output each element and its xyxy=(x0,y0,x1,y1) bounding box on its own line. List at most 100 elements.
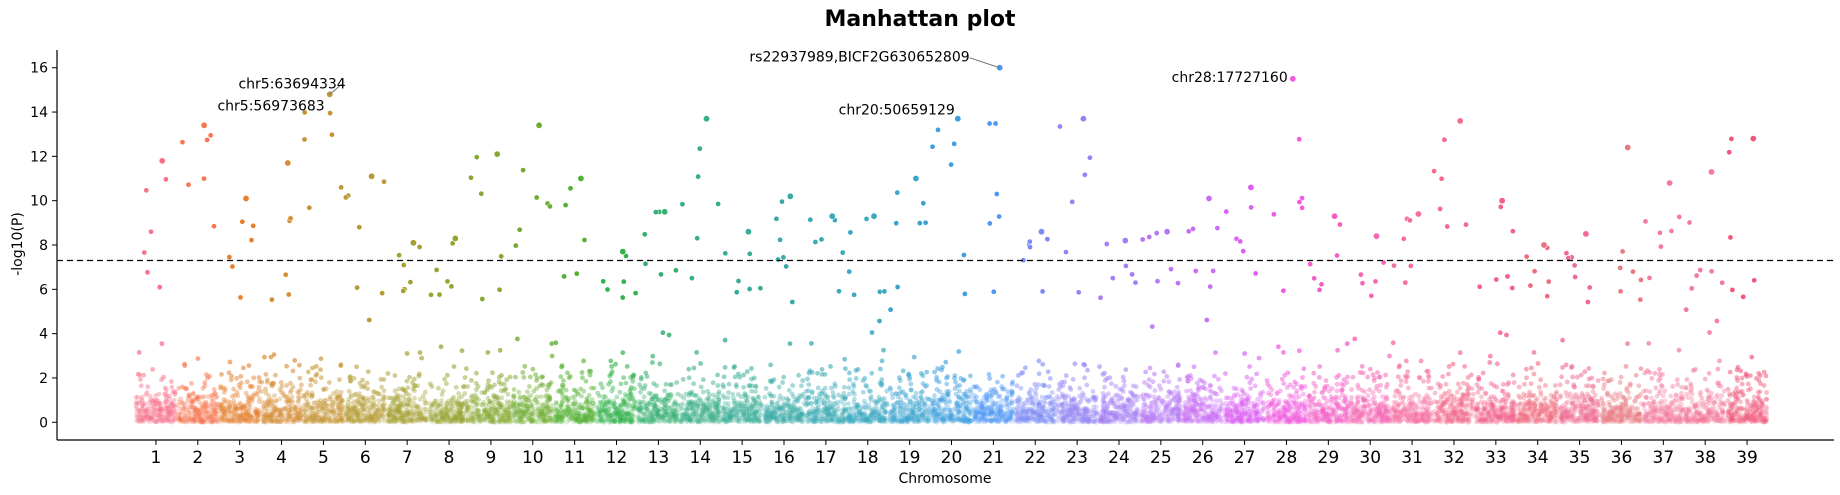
snp-point xyxy=(563,394,569,400)
snp-point xyxy=(364,380,370,386)
snp-point xyxy=(757,285,764,292)
snp-point xyxy=(248,418,253,424)
snp-point xyxy=(229,393,235,399)
snp-point xyxy=(732,374,738,380)
snp-point xyxy=(732,411,737,417)
snp-point xyxy=(155,402,161,407)
snp-point xyxy=(221,385,227,391)
snp-point xyxy=(657,361,663,367)
snp-point xyxy=(468,174,474,181)
snp-point xyxy=(144,406,150,412)
snp-point xyxy=(721,374,727,380)
snp-point xyxy=(813,399,819,405)
snp-point xyxy=(145,413,151,419)
snp-point xyxy=(197,411,203,417)
snp-point xyxy=(354,364,359,370)
snp-point xyxy=(318,375,324,381)
snp-point xyxy=(133,403,139,409)
snp-point xyxy=(138,383,144,389)
snp-point xyxy=(178,418,184,424)
snp-point xyxy=(186,417,191,422)
snp-point xyxy=(143,392,149,398)
snp-point xyxy=(369,403,375,408)
snp-point xyxy=(334,417,340,423)
snp-point xyxy=(211,401,217,406)
snp-point xyxy=(179,401,185,406)
snp-point xyxy=(715,383,721,388)
snp-point xyxy=(196,412,202,418)
snp-point xyxy=(632,398,638,404)
snp-point xyxy=(537,383,543,389)
snp-point xyxy=(620,278,627,285)
snp-point xyxy=(157,416,163,422)
snp-point xyxy=(185,414,191,420)
snp-point xyxy=(212,418,218,424)
snp-point xyxy=(222,406,228,412)
snp-point xyxy=(194,395,199,401)
snp-point xyxy=(218,406,224,411)
snp-point xyxy=(407,417,413,423)
snp-point xyxy=(375,416,380,421)
snp-point xyxy=(610,404,615,409)
snp-point xyxy=(749,383,755,389)
snp-point xyxy=(201,414,207,420)
snp-point xyxy=(888,386,894,392)
snp-point xyxy=(187,415,193,421)
snp-point xyxy=(311,405,316,411)
snp-point xyxy=(581,237,588,243)
snp-point xyxy=(726,381,732,387)
snp-point xyxy=(202,407,208,413)
snp-point xyxy=(527,374,533,380)
snp-point xyxy=(297,395,302,401)
snp-point xyxy=(199,402,205,407)
snp-point xyxy=(496,286,503,293)
snp-point xyxy=(308,382,313,388)
snp-point xyxy=(456,391,462,396)
snp-point xyxy=(225,418,230,424)
snp-point xyxy=(182,412,188,418)
snp-point xyxy=(229,417,235,423)
snp-point xyxy=(244,379,250,385)
snp-point xyxy=(579,370,585,375)
snp-point xyxy=(140,417,146,423)
snp-point xyxy=(376,398,382,404)
snp-point xyxy=(204,409,210,415)
snp-point xyxy=(618,381,624,387)
snp-point xyxy=(188,410,194,416)
snp-point xyxy=(165,418,171,424)
snp-point xyxy=(700,389,706,395)
snp-point xyxy=(256,388,261,394)
snp-point xyxy=(162,414,168,419)
snp-point xyxy=(545,418,551,424)
snp-point xyxy=(705,395,711,401)
snp-point xyxy=(841,390,847,396)
snp-point xyxy=(855,367,861,372)
snp-point xyxy=(201,419,206,425)
snp-point xyxy=(326,380,332,385)
snp-point xyxy=(171,397,177,403)
snp-point xyxy=(244,403,249,409)
snp-point xyxy=(449,403,454,408)
snp-point xyxy=(133,412,139,418)
snp-point xyxy=(273,398,279,404)
snp-point xyxy=(807,411,813,417)
snp-point xyxy=(161,418,167,424)
snp-point xyxy=(229,263,236,270)
snp-point xyxy=(240,410,246,416)
snp-point xyxy=(203,417,208,422)
snp-point xyxy=(285,291,292,298)
snp-point xyxy=(142,411,148,417)
snp-point xyxy=(165,410,171,416)
snp-point xyxy=(361,417,367,423)
snp-point xyxy=(504,413,510,418)
snp-point xyxy=(250,392,256,398)
snp-point xyxy=(535,399,540,405)
snp-point xyxy=(227,404,233,410)
snp-point xyxy=(145,414,151,419)
snp-point xyxy=(715,201,721,207)
snp-point xyxy=(563,387,569,393)
snp-point xyxy=(240,415,246,421)
snp-point xyxy=(787,341,793,347)
snp-point xyxy=(209,397,215,403)
snp-point xyxy=(416,244,423,250)
